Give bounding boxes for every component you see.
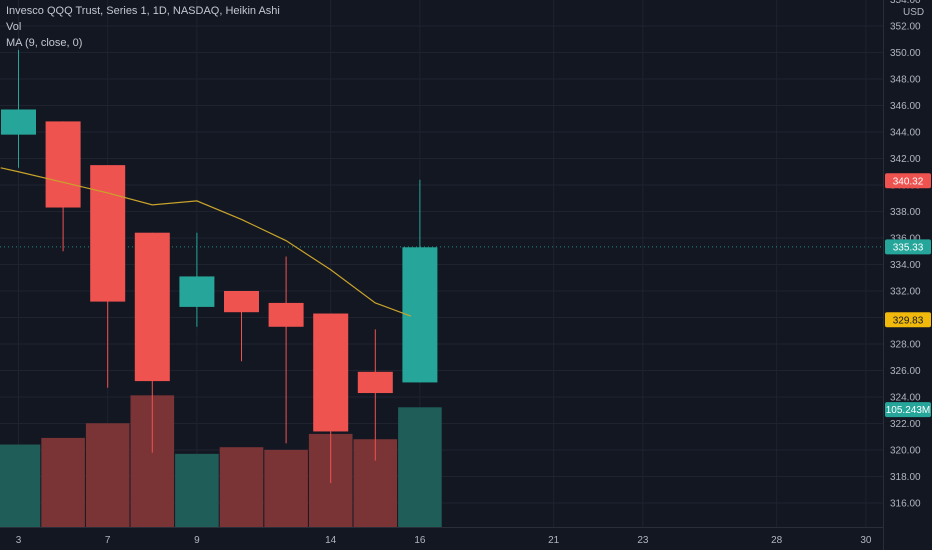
- volume-bar[interactable]: [398, 407, 442, 527]
- y-tick-label: 336.00: [890, 234, 921, 245]
- y-tick-label: 320.00: [890, 446, 921, 457]
- candle-body[interactable]: [179, 276, 215, 307]
- price-tag-label: 340.32: [893, 176, 924, 187]
- price-tag[interactable]: [885, 173, 931, 189]
- volume-bar[interactable]: [264, 449, 308, 527]
- x-tick-label: 9: [194, 535, 200, 546]
- candle-body[interactable]: [134, 232, 170, 382]
- candle-body[interactable]: [1, 109, 36, 135]
- volume-bar[interactable]: [85, 423, 130, 527]
- candle-body[interactable]: [357, 371, 393, 394]
- price-tag-label: 105.243M: [886, 405, 930, 416]
- candle-body[interactable]: [90, 165, 126, 302]
- y-tick-label: 324.00: [890, 393, 921, 404]
- y-tick-label: 350.00: [890, 48, 921, 59]
- candle-body[interactable]: [313, 313, 349, 432]
- price-tag[interactable]: [885, 402, 931, 418]
- moving-average-line[interactable]: [0, 167, 412, 317]
- volume-bar[interactable]: [0, 444, 41, 527]
- x-tick-label: 16: [414, 535, 426, 546]
- candle-body[interactable]: [45, 121, 81, 208]
- legend-volume[interactable]: Vol: [6, 21, 22, 33]
- y-tick-label: 328.00: [890, 340, 921, 351]
- y-tick-label: 322.00: [890, 419, 921, 430]
- y-tick-label: 352.00: [890, 22, 921, 33]
- y-tick-label: 344.00: [890, 128, 921, 139]
- y-tick-label: 342.00: [890, 154, 921, 165]
- x-tick-label: 7: [105, 535, 111, 546]
- price-tag[interactable]: [885, 312, 931, 328]
- x-tick-label: 14: [325, 535, 337, 546]
- price-tag-label: 335.33: [893, 242, 924, 253]
- x-tick-label: 30: [860, 535, 872, 546]
- price-tag[interactable]: [885, 239, 931, 255]
- x-tick-label: 3: [16, 535, 22, 546]
- currency-unit-label: USD: [903, 7, 924, 18]
- y-tick-label: 338.00: [890, 207, 921, 218]
- volume-bar[interactable]: [219, 447, 264, 527]
- y-tick-label: 326.00: [890, 366, 921, 377]
- y-tick-label: 346.00: [890, 101, 921, 112]
- chart-legend: Invesco QQQ Trust, Series 1, 1D, NASDAQ,…: [6, 3, 280, 51]
- price-tag-label: 329.83: [893, 315, 924, 326]
- volume-bar[interactable]: [41, 437, 85, 527]
- legend-moving-average[interactable]: MA (9, close, 0): [6, 37, 83, 49]
- y-tick-label: 354.00: [890, 0, 921, 6]
- y-tick-label: 316.00: [890, 499, 921, 510]
- y-tick-label: 318.00: [890, 472, 921, 483]
- y-tick-label: 334.00: [890, 260, 921, 271]
- volume-bar[interactable]: [175, 453, 219, 527]
- candle-body[interactable]: [224, 291, 259, 313]
- x-tick-label: 28: [771, 535, 783, 546]
- y-tick-label: 332.00: [890, 287, 921, 298]
- y-tick-label: 348.00: [890, 75, 921, 86]
- candle-body[interactable]: [268, 302, 304, 327]
- legend-title[interactable]: Invesco QQQ Trust, Series 1, 1D, NASDAQ,…: [6, 5, 280, 17]
- x-tick-label: 23: [637, 535, 649, 546]
- x-tick-label: 21: [548, 535, 560, 546]
